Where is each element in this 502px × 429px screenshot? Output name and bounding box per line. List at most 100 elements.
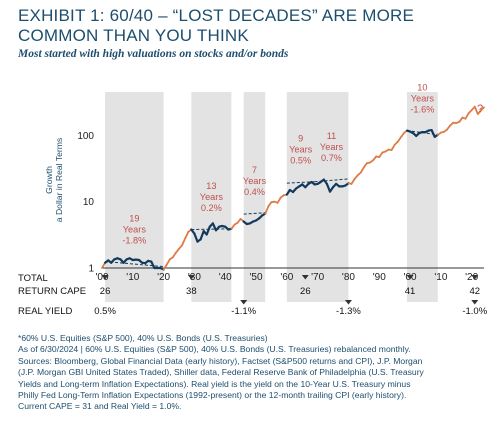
- cape-value: 26: [100, 286, 111, 297]
- lost-decade-label: 19: [129, 214, 139, 224]
- y-tick-label: 1: [88, 264, 94, 275]
- cape-value: 41: [405, 286, 416, 297]
- lost-decade-label: 7: [252, 165, 257, 175]
- x-tick-label: '50: [250, 272, 263, 283]
- real-yield-value: -1.3%: [336, 306, 361, 317]
- x-tick-label: '30: [188, 272, 201, 283]
- series-segment: [184, 230, 190, 240]
- series-lines: [101, 105, 485, 271]
- cape-value: 38: [186, 286, 197, 297]
- lost-decade-label: 10: [417, 83, 427, 93]
- series-segment: [181, 237, 187, 247]
- series-segment: [464, 112, 470, 120]
- chart-title: EXHIBIT 1: 60/40 – “LOST DECADES” ARE MO…: [18, 6, 415, 45]
- lost-decade-label: -1.6%: [410, 105, 434, 115]
- lost-decade-label: 0.7%: [321, 153, 342, 163]
- trend-dash: [243, 212, 266, 215]
- x-tick-label: '70: [311, 272, 324, 283]
- lost-decade-bands: [105, 92, 438, 302]
- x-tick-label: '40: [219, 272, 232, 283]
- lost-decade-label: 0.2%: [201, 203, 222, 213]
- lost-decade-label: Years: [320, 142, 344, 152]
- trend-dash: [191, 228, 232, 231]
- series-segment: [378, 151, 384, 159]
- row-label-cape: RETURN CAPE: [18, 286, 86, 297]
- lost-decade-band: [191, 92, 232, 302]
- lost-decade-band: [314, 92, 349, 302]
- y-axis-label: a Dollar in Real Terms: [54, 138, 64, 222]
- row-label-real-yield: REAL YIELD: [18, 306, 73, 317]
- lost-decade-label: 9: [298, 134, 303, 144]
- x-tick-label: '10: [434, 272, 447, 283]
- cape-value: 26: [300, 286, 311, 297]
- lost-decade-label: 11: [327, 131, 337, 141]
- x-tick-label: '00: [95, 272, 108, 283]
- series-segment: [211, 222, 218, 232]
- lost-decade-label: 0.5%: [290, 156, 311, 166]
- lost-decade-label: Years: [243, 176, 267, 186]
- footnote-line: Current CAPE = 31 and Real Yield = 1.0%.: [18, 401, 182, 412]
- row-label-total: TOTAL: [18, 273, 48, 284]
- y-tick-label: 10: [83, 197, 95, 208]
- lost-decade-label: -1.8%: [122, 236, 146, 246]
- x-tick-label: '90: [373, 272, 386, 283]
- footnote-line: Sources: Bloomberg, Global Financial Dat…: [18, 355, 423, 366]
- lost-decade-label: 0.4%: [244, 187, 265, 197]
- x-tick-label: '20: [465, 272, 478, 283]
- series-segment: [199, 230, 205, 241]
- real-yield-arrow: [471, 300, 479, 305]
- real-yield-value: -1.1%: [231, 306, 256, 317]
- question-mark-label: ?: [477, 103, 483, 115]
- lost-decade-label: Years: [289, 145, 313, 155]
- cape-arrow: [301, 275, 309, 280]
- footnote-line: (J.P. Morgan GBI United States Traded), …: [18, 367, 424, 378]
- series-segment: [162, 263, 168, 271]
- chart-canvas: 110100'00'10'20'30'40'50'60'70'80'90'00'…: [18, 83, 488, 317]
- series-segment: [325, 182, 332, 193]
- series-segment: [479, 106, 485, 112]
- footnote-line: *60% U.S. Equities (S&P 500), 40% U.S. B…: [18, 333, 268, 343]
- series-segment: [276, 196, 282, 204]
- x-tick-label: '10: [126, 272, 139, 283]
- footnotes: *60% U.S. Equities (S&P 500), 40% U.S. B…: [18, 333, 498, 413]
- cape-arrow: [471, 275, 479, 280]
- cape-arrow: [187, 275, 195, 280]
- lost-decade-label: Years: [200, 192, 224, 202]
- series-segment: [193, 232, 199, 243]
- x-tick-label: '20: [157, 272, 170, 283]
- cape-value: 42: [469, 286, 480, 297]
- real-yield-arrow: [240, 300, 248, 305]
- real-yield-value: 0.5%: [94, 306, 116, 317]
- lost-decade-band: [286, 92, 315, 302]
- series-segment: [264, 205, 270, 215]
- lost-decade-band: [105, 92, 164, 302]
- footnote-line: Yields and Long-term Inflation Expectati…: [18, 378, 411, 389]
- lost-decade-band: [243, 92, 266, 302]
- real-yield-value: -1.0%: [462, 306, 487, 317]
- lost-decade-label: 13: [206, 181, 216, 191]
- lost-decade-labels: 19Years-1.8%13Years0.2%7Years0.4%9Years0…: [122, 83, 483, 246]
- footnote-line: Philly Fed Long-Term Inflation Expectati…: [18, 390, 407, 401]
- lost-decade-label: Years: [123, 225, 147, 235]
- series-segment: [205, 225, 211, 236]
- lost-decade-label: Years: [411, 94, 435, 104]
- lost-decade-band: [406, 92, 438, 302]
- real-yield-arrow: [344, 300, 352, 305]
- series-segment: [359, 166, 365, 174]
- series-segment: [165, 258, 171, 266]
- y-axis-label: Growth: [44, 166, 54, 194]
- series-segment: [350, 178, 356, 185]
- series-segment: [430, 129, 436, 138]
- cape-arrow: [406, 275, 414, 280]
- valuation-table: TOTAL RETURN CAPE REAL YIELD 26 38 26 41 42 0.5%…: [18, 273, 488, 317]
- series-segment: [473, 105, 479, 115]
- series-segment: [171, 251, 177, 259]
- x-tick-label: '80: [342, 272, 355, 283]
- x-tick-label: '60: [280, 272, 293, 283]
- series-segment: [390, 143, 396, 151]
- series-segment: [150, 260, 156, 270]
- cape-arrow: [101, 275, 109, 280]
- chart-subtitle: Most started with high valuations on sto…: [18, 48, 289, 60]
- y-tick-label: 100: [77, 131, 94, 142]
- footnote-line: As of 6/30/2024 | 60% U.S. Equities (S&P…: [18, 344, 411, 355]
